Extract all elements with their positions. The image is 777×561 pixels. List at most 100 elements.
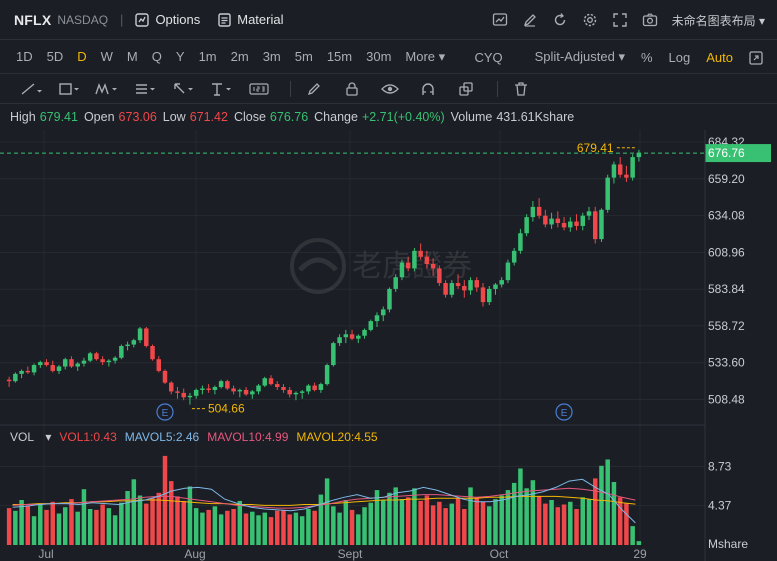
exchange-label: NASDAQ	[57, 12, 109, 27]
arrow-tool[interactable]	[168, 74, 198, 104]
edit-icon[interactable]	[522, 12, 538, 28]
volume-bar	[218, 514, 224, 545]
period-3m[interactable]: 3m	[262, 49, 281, 64]
pen-tool[interactable]	[299, 74, 329, 104]
period-bar: 1D 5D D W M Q Y 1m 2m 3m 5m 15m 30m More…	[0, 40, 777, 74]
high-value: 679.41	[39, 110, 78, 124]
cyq-button[interactable]: CYQ	[474, 49, 503, 65]
rectangle-tool[interactable]	[54, 74, 84, 104]
candle-body	[218, 381, 224, 388]
pattern-tool[interactable]	[92, 74, 122, 104]
candle-body	[486, 288, 492, 303]
lock-tool[interactable]	[337, 74, 367, 104]
trendline-tool[interactable]	[16, 74, 46, 104]
volume-bar	[574, 509, 579, 545]
candle-body	[399, 262, 405, 278]
volume-bar	[206, 509, 211, 545]
candle-body	[368, 321, 374, 330]
volume-value: 431.61Kshare	[496, 110, 575, 124]
ticker-symbol[interactable]: NFLX	[14, 11, 52, 28]
expand-button[interactable]	[749, 49, 763, 65]
open-label: Open	[83, 110, 115, 124]
volume-tick-1: 8.73	[708, 459, 732, 473]
current-price-value: 676.76	[708, 146, 745, 160]
candle-body	[200, 388, 205, 390]
volume-bar	[511, 482, 517, 545]
candle-body	[262, 378, 268, 386]
period-more-dropdown[interactable]: More ▾	[405, 48, 446, 64]
candle-body	[287, 389, 292, 395]
options-label: Options	[155, 12, 201, 27]
period-month[interactable]: M	[126, 49, 138, 64]
fib-tool[interactable]	[130, 74, 160, 104]
period-week[interactable]: W	[100, 49, 113, 64]
clone-tool[interactable]	[451, 74, 481, 104]
candle-body	[150, 346, 155, 360]
candle-body	[268, 378, 274, 385]
price-tick-label: 508.48	[708, 393, 745, 407]
candle-body	[13, 373, 18, 382]
candle-body	[574, 221, 579, 226]
date-tick-label: Sept	[338, 547, 363, 561]
period-2m[interactable]: 2m	[230, 49, 249, 64]
period-quarter[interactable]: Q	[151, 49, 162, 64]
candle-body	[443, 283, 448, 295]
period-30m[interactable]: 30m	[366, 49, 392, 64]
layout-name-dropdown[interactable]: 未命名图表布局 ▾	[671, 13, 765, 28]
candle-body	[362, 329, 367, 336]
chart-type-icon[interactable]	[492, 12, 508, 28]
volume-bar	[168, 481, 174, 545]
divider	[497, 80, 498, 97]
open-value: 673.06	[118, 110, 157, 124]
candle-body	[175, 391, 180, 393]
chart-grid	[0, 130, 705, 545]
drawing-toolbar	[0, 74, 777, 104]
magnet-tool[interactable]	[413, 74, 443, 104]
price-tick-label: 533.60	[708, 356, 745, 370]
gear-icon[interactable]	[582, 12, 598, 28]
candle-body	[374, 315, 380, 322]
volume-bar	[393, 487, 398, 545]
visibility-tool[interactable]	[375, 74, 405, 104]
delete-tool[interactable]	[506, 74, 536, 104]
candle-body	[599, 209, 604, 240]
options-button[interactable]: Options	[135, 12, 200, 27]
volume-bar	[555, 507, 561, 545]
fibonacci-icon	[136, 83, 155, 94]
volume-bar	[337, 512, 342, 545]
change-value: +2.71(+0.40%)	[361, 110, 445, 124]
log-button[interactable]: Log	[668, 49, 691, 65]
adjust-dropdown[interactable]: Split-Adjusted ▾	[534, 49, 625, 64]
period-15m[interactable]: 15m	[326, 49, 353, 64]
refresh-icon[interactable]	[552, 12, 568, 28]
volume-indicator-dropdown[interactable]: VOL ▾	[10, 430, 52, 444]
candle-body	[306, 385, 311, 392]
fullscreen-icon[interactable]	[612, 12, 628, 28]
percent-button[interactable]: %	[640, 49, 653, 65]
arrow-icon	[174, 82, 193, 93]
material-button[interactable]: Material	[218, 12, 284, 27]
candle-body	[549, 218, 554, 225]
period-right-controls: CYQ Split-Adjusted ▾ % Log Auto	[458, 40, 763, 74]
candle-body	[349, 334, 355, 339]
period-year[interactable]: Y	[175, 49, 185, 64]
candle-body	[193, 389, 199, 396]
candle-body	[38, 362, 43, 366]
period-5m[interactable]: 5m	[294, 49, 313, 64]
camera-icon[interactable]	[642, 12, 658, 28]
auto-button[interactable]: Auto	[706, 49, 733, 65]
period-5d[interactable]: 5D	[46, 49, 64, 64]
period-1d[interactable]: 1D	[16, 49, 33, 64]
price-tick-label: 634.08	[708, 209, 745, 223]
period-1m[interactable]: 1m	[198, 49, 217, 64]
period-day[interactable]: D	[77, 49, 87, 64]
mavol5-value: MAVOL5:2.46	[124, 430, 200, 444]
volume-bar	[387, 492, 392, 545]
volume-bar	[605, 459, 610, 545]
volume-bar	[231, 509, 236, 545]
volume-bar	[243, 513, 249, 545]
volume-bar	[200, 512, 205, 545]
number-tool[interactable]	[244, 74, 274, 104]
text-tool[interactable]	[206, 74, 236, 104]
